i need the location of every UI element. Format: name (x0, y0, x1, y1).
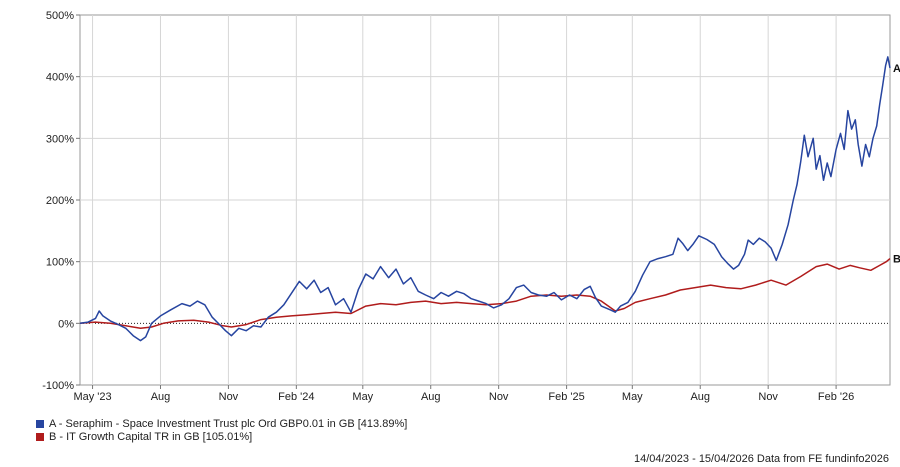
x-tick-label: Feb '26 (818, 391, 854, 403)
y-axis: 500% 400% 300% 200% 100% 0% -100% (42, 10, 80, 392)
x-tick-label: Aug (421, 391, 441, 403)
x-tick-label: Feb '25 (548, 391, 584, 403)
x-tick-label: Aug (151, 391, 171, 403)
x-tick-label: Nov (758, 391, 778, 403)
y-tick-label: 400% (46, 72, 74, 84)
x-axis: May '23 Aug Nov Feb '24 May Aug Nov Feb '25 May A… (73, 385, 854, 403)
series-line-a (79, 56, 891, 342)
x-tick-label: May (352, 391, 373, 403)
y-tick-label: -100% (42, 380, 74, 392)
series-end-label-b: B (893, 254, 900, 266)
legend-item-b: B - IT Growth Capital TR in GB [105.01%] (36, 430, 407, 443)
y-tick-label: 200% (46, 195, 74, 207)
y-tick-label: 500% (46, 10, 74, 22)
legend-swatch-b (36, 432, 44, 441)
y-tick-label: 100% (46, 257, 74, 269)
x-tick-label: May (622, 391, 643, 403)
legend-swatch-a (36, 419, 44, 428)
series-lines (79, 56, 891, 342)
x-tick-label: Nov (489, 391, 509, 403)
x-tick-label: Nov (219, 391, 239, 403)
x-tick-label: Aug (690, 391, 710, 403)
x-tick-label: Feb '24 (278, 391, 314, 403)
legend-label-a: A - Seraphim - Space Investment Trust pl… (49, 417, 408, 430)
y-tick-label: 0% (58, 318, 74, 330)
legend-item-a: A - Seraphim - Space Investment Trust pl… (36, 417, 407, 430)
legend: A - Seraphim - Space Investment Trust pl… (36, 417, 407, 443)
grid-lines (79, 14, 891, 386)
y-tick-label: 300% (46, 133, 74, 145)
x-tick-label: May '23 (73, 391, 111, 403)
legend-label-b: B - IT Growth Capital TR in GB [105.01%] (49, 430, 253, 443)
line-chart: 500% 400% 300% 200% 100% 0% -100% May '23 Aug No… (42, 10, 900, 403)
series-end-label-a: A (893, 63, 900, 75)
series-end-labels: AB (893, 63, 900, 266)
date-range-footer: 14/04/2023 - 15/04/2026 Data from FE fun… (633, 453, 889, 465)
